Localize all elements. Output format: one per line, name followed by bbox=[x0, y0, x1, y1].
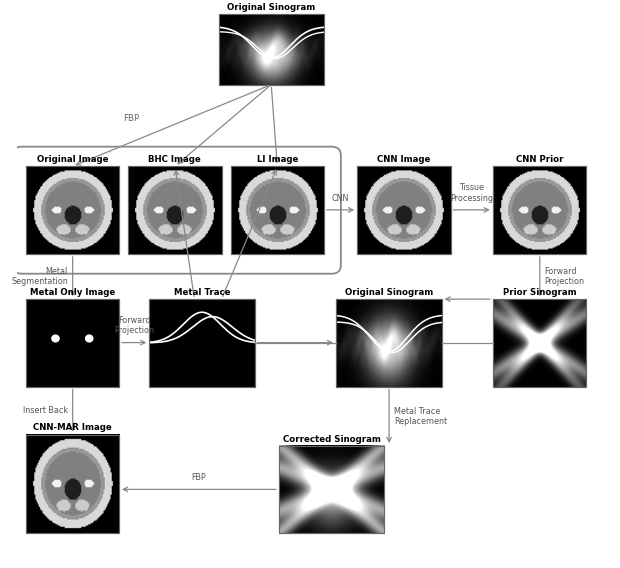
Bar bbox=[25, 299, 119, 387]
Text: Insert Back: Insert Back bbox=[23, 406, 68, 415]
Bar bbox=[493, 299, 586, 387]
Circle shape bbox=[52, 335, 59, 342]
Text: BHC Image: BHC Image bbox=[148, 155, 201, 164]
Text: Original Sinogram: Original Sinogram bbox=[227, 3, 316, 12]
Bar bbox=[128, 166, 221, 254]
Text: CNN Image: CNN Image bbox=[377, 155, 430, 164]
Bar bbox=[218, 14, 324, 85]
Bar bbox=[279, 446, 384, 533]
Text: CNN Prior: CNN Prior bbox=[516, 155, 563, 164]
Text: LI Image: LI Image bbox=[257, 155, 298, 164]
Text: Prior Sinogram: Prior Sinogram bbox=[503, 288, 576, 297]
Bar bbox=[231, 166, 324, 254]
Text: FBP: FBP bbox=[123, 114, 139, 123]
Text: CNN-MAR Image: CNN-MAR Image bbox=[33, 423, 112, 432]
Text: Metal Trace
Replacement: Metal Trace Replacement bbox=[394, 407, 447, 426]
Bar bbox=[493, 166, 586, 254]
Circle shape bbox=[86, 335, 93, 342]
Bar bbox=[336, 299, 441, 387]
Bar bbox=[25, 435, 119, 533]
Bar bbox=[218, 14, 324, 85]
Text: Forward
Projection: Forward Projection bbox=[544, 267, 585, 286]
Bar bbox=[149, 299, 255, 387]
Text: Forward
Projection: Forward Projection bbox=[114, 316, 154, 335]
Text: Metal Trace: Metal Trace bbox=[174, 288, 230, 297]
Text: CNN: CNN bbox=[332, 194, 349, 203]
Bar bbox=[149, 299, 255, 387]
Bar bbox=[231, 166, 324, 254]
Bar bbox=[279, 446, 384, 533]
Bar bbox=[25, 299, 119, 387]
Bar bbox=[336, 299, 441, 387]
Text: Metal Only Image: Metal Only Image bbox=[30, 288, 115, 297]
Text: Corrected Sinogram: Corrected Sinogram bbox=[283, 435, 381, 444]
Bar bbox=[25, 435, 119, 533]
Bar bbox=[357, 166, 451, 254]
Bar bbox=[25, 166, 119, 254]
Text: Tissue
Processing: Tissue Processing bbox=[450, 183, 493, 203]
Bar bbox=[25, 166, 119, 254]
Bar bbox=[128, 166, 221, 254]
Text: Metal
Segmentation: Metal Segmentation bbox=[11, 267, 68, 286]
Text: Original Sinogram: Original Sinogram bbox=[345, 288, 433, 297]
Text: FBP: FBP bbox=[192, 473, 206, 482]
Text: Original Image: Original Image bbox=[37, 155, 108, 164]
Bar bbox=[493, 166, 586, 254]
Bar bbox=[493, 299, 586, 387]
Bar bbox=[357, 166, 451, 254]
